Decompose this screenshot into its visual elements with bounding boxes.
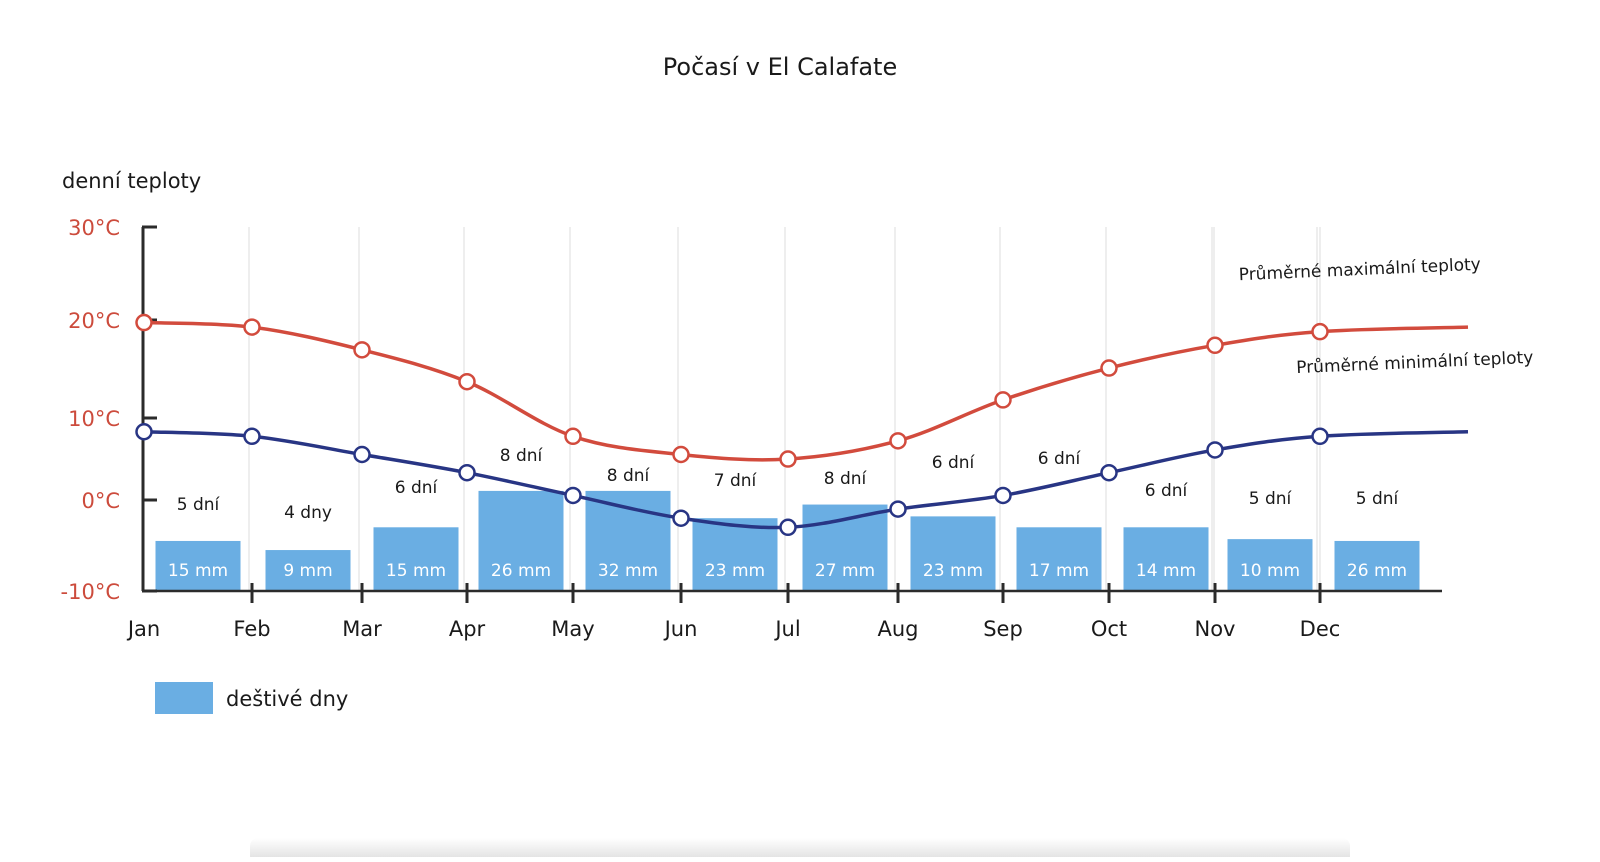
precip-label-jan: 15 mm (168, 561, 228, 581)
bottom-shadow (250, 838, 1350, 857)
precip-bar-jun (692, 518, 778, 591)
x-tick-label-jul: Jul (773, 617, 800, 641)
x-tick-label-may: May (551, 617, 594, 641)
max-temp-series-label: Průměrné maximální teploty (1238, 255, 1481, 286)
precip-bar-feb (265, 550, 351, 591)
x-tick-label-nov: Nov (1195, 617, 1236, 641)
precip-label-dec: 26 mm (1347, 561, 1407, 581)
precip-bar-sep (1016, 527, 1102, 591)
y-tick-label: 10°C (68, 407, 120, 431)
chart-title: Počasí v El Calafate (663, 53, 897, 81)
x-tick-label-aug: Aug (877, 617, 918, 641)
min-temp-point-sep (994, 486, 1012, 505)
legend-swatch (155, 682, 213, 714)
y-tick-label: 0°C (81, 489, 120, 513)
min-temp-point-aug (889, 500, 907, 518)
y-axis-label: denní teploty (62, 169, 201, 193)
min-temp-point-jun (672, 509, 690, 527)
precip-label-sep: 17 mm (1029, 561, 1089, 581)
rainy-days-label-jan: 5 dní (177, 495, 221, 515)
y-tick-label: 30°C (68, 216, 120, 240)
rainy-days-label-aug: 6 dní (932, 453, 976, 473)
precip-label-nov: 10 mm (1240, 561, 1300, 581)
rainy-days-label-oct: 6 dní (1145, 481, 1189, 501)
max-temp-point-feb (243, 318, 261, 336)
legend: deštivé dny (155, 682, 348, 714)
max-temp-point-nov (1206, 336, 1224, 355)
min-temp-series-label: Průměrné minimální teploty (1296, 348, 1534, 378)
x-tick-label-jun: Jun (663, 617, 698, 641)
max-temp-point-apr (458, 372, 476, 391)
rainy-days-label-mar: 6 dní (395, 478, 439, 498)
min-temp-point-oct (1100, 463, 1118, 482)
min-temp-point-feb (243, 427, 261, 446)
min-temp-point-nov (1206, 441, 1224, 459)
max-temp-point-jan (135, 313, 153, 332)
precip-bar-dec (1334, 540, 1420, 591)
precip-label-jun: 23 mm (705, 561, 765, 581)
y-tick-label: 20°C (68, 309, 120, 333)
rainy-days-label-jul: 8 dní (824, 469, 868, 489)
rainy-days-label-may: 8 dní (607, 466, 651, 486)
x-tick-label-apr: Apr (449, 617, 486, 641)
rainy-days-label-feb: 4 dny (284, 503, 332, 523)
min-temp-point-jul (779, 518, 797, 537)
grid-layer (248, 227, 1321, 591)
precip-bar-oct (1123, 527, 1209, 591)
rainy-days-label-nov: 5 dní (1249, 489, 1293, 509)
max-temp-point-mar (353, 341, 371, 359)
max-temp-point-jun (672, 445, 690, 464)
precip-bar-jan (155, 540, 241, 591)
x-tick-label-oct: Oct (1091, 617, 1127, 641)
min-temp-point-apr (458, 463, 476, 482)
rainy-days-label-jun: 7 dní (714, 471, 758, 491)
precip-bar-aug (910, 516, 996, 591)
bars-layer (155, 490, 1420, 591)
x-tick-label-feb: Feb (233, 617, 270, 641)
min-temp-point-jan (135, 423, 153, 441)
x-tick-label-mar: Mar (342, 617, 382, 641)
x-tick-label-jan: Jan (126, 617, 160, 641)
precip-label-jul: 27 mm (815, 561, 875, 581)
max-temp-point-oct (1100, 359, 1118, 377)
rainy-days-label-apr: 8 dní (500, 446, 544, 466)
precip-label-oct: 14 mm (1136, 561, 1196, 581)
max-temp-point-dec (1311, 322, 1329, 341)
lines-layer (135, 313, 1469, 537)
precip-bar-apr (478, 490, 564, 591)
min-temp-point-dec (1311, 427, 1329, 446)
min-temp-point-may (564, 486, 582, 505)
max-temp-point-may (564, 427, 582, 446)
max-temp-point-sep (994, 391, 1012, 409)
y-tick-label: -10°C (61, 580, 120, 604)
precip-label-mar: 15 mm (386, 561, 446, 581)
precip-label-aug: 23 mm (923, 561, 983, 581)
precip-bar-nov (1227, 539, 1313, 591)
max-temp-point-aug (889, 432, 907, 450)
precip-label-may: 32 mm (598, 561, 658, 581)
rainy-days-label-sep: 6 dní (1038, 449, 1082, 469)
precip-label-feb: 9 mm (283, 561, 332, 581)
min-temp-point-mar (353, 445, 371, 464)
rainy-days-label-dec: 5 dní (1356, 489, 1400, 509)
precip-label-apr: 26 mm (491, 561, 551, 581)
precip-bar-mar (373, 527, 459, 591)
x-tick-label-dec: Dec (1300, 617, 1341, 641)
max-temp-line (143, 320, 1469, 462)
legend-label: deštivé dny (226, 687, 348, 711)
x-tick-label-sep: Sep (983, 617, 1023, 641)
max-temp-point-jul (779, 450, 797, 468)
